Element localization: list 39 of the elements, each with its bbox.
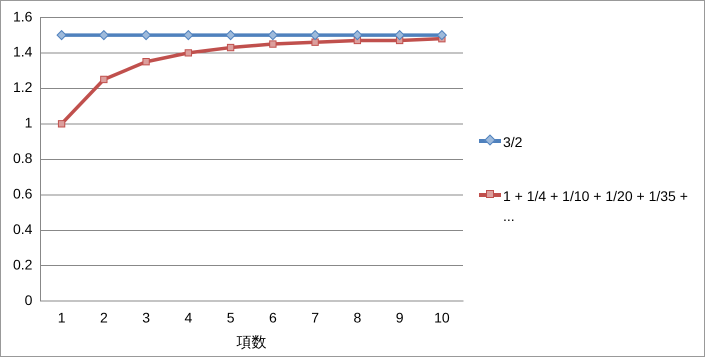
point (310, 30, 320, 40)
x-tick-label: 8 (353, 309, 362, 326)
x-tick-label: 4 (184, 309, 192, 326)
point (184, 49, 192, 57)
point (100, 76, 108, 84)
point (268, 30, 278, 40)
point (183, 30, 194, 40)
point (352, 30, 362, 40)
x-axis-title: 項数 (236, 334, 267, 352)
x-tick-label: 2 (100, 309, 108, 326)
x-tick-label: 10 (434, 309, 450, 326)
point (394, 30, 405, 40)
point (142, 58, 150, 66)
y-tick-label: 1.4 (12, 44, 33, 60)
point (269, 40, 277, 48)
y-tick-label: 1.2 (12, 79, 33, 96)
y-tick-label: 1 (24, 114, 33, 131)
point (311, 38, 319, 46)
point (56, 30, 67, 40)
x-tick-label: 6 (268, 309, 277, 326)
x-tick-label: 7 (311, 309, 320, 326)
y-tick-label: 1.6 (12, 8, 33, 24)
point (98, 30, 109, 40)
point (226, 44, 234, 52)
x-tick-label: 3 (142, 309, 150, 326)
point (436, 30, 447, 40)
point (141, 30, 152, 40)
point (226, 30, 236, 40)
x-tick-label: 1 (58, 309, 66, 326)
x-tick-label: 9 (396, 309, 404, 326)
y-tick-label: 0 (24, 292, 33, 308)
y-tick-label: 0.6 (12, 186, 33, 202)
point (58, 120, 66, 128)
legend-label: 3/2 (503, 132, 522, 152)
y-tick-label: 0.8 (12, 150, 33, 166)
y-tick-label: 0.2 (12, 256, 33, 273)
x-tick-label: 5 (226, 309, 235, 326)
y-tick-label: 0.4 (12, 221, 33, 238)
legend-label: 1 + 1/4 + 1/10 + 1/20 + 1/35 + ... (503, 186, 689, 226)
